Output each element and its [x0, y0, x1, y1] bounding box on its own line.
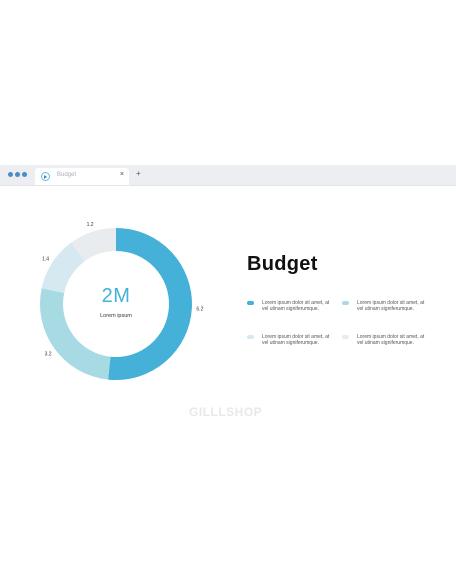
legend-swatch-3 — [247, 335, 254, 339]
tab-title: Budget — [57, 172, 77, 178]
new-tab-button[interactable]: + — [136, 169, 141, 178]
window-dot-2[interactable] — [15, 172, 20, 177]
window-dot-1[interactable] — [8, 172, 13, 177]
center-label: Lorem ipsum — [100, 313, 132, 319]
donut-slice-2 — [40, 288, 111, 380]
slice-value-label-3: 1.4 — [42, 256, 49, 262]
donut-slice-4 — [71, 228, 116, 262]
donut-chart: 6.2 3.2 1.4 1.2 2M Lorem ipsum — [0, 185, 240, 405]
donut-slice-3 — [41, 242, 85, 293]
page-title: Budget — [247, 253, 318, 275]
legend-text-2: Lorem ipsum dolor sit amet, at vel utina… — [357, 300, 425, 312]
donut-slice-1 — [108, 228, 193, 380]
watermark: GILLLSHOP — [189, 405, 263, 419]
window-dot-3[interactable] — [22, 172, 27, 177]
center-value: 2M — [101, 285, 131, 307]
browser-tab[interactable]: Budget × — [35, 168, 129, 185]
close-icon[interactable]: × — [119, 171, 124, 178]
slice-value-label-2: 3.2 — [45, 351, 52, 357]
window-controls — [8, 172, 27, 177]
slice-value-label-4: 1.2 — [87, 222, 94, 228]
legend-swatch-4 — [342, 335, 349, 339]
donut-chart-svg: 6.2 3.2 1.4 1.2 — [40, 222, 204, 380]
legend-swatch-2 — [342, 301, 349, 305]
browser-toolbar: Budget × + — [0, 165, 456, 186]
legend-text-3: Lorem ipsum dolor sit amet, at vel utina… — [262, 334, 330, 346]
legend-text-4: Lorem ipsum dolor sit amet, at vel utina… — [357, 334, 425, 346]
slice-value-label-1: 6.2 — [196, 306, 203, 312]
legend-swatch-1 — [247, 301, 254, 305]
cursor-icon — [41, 172, 50, 181]
legend-text-1: Lorem ipsum dolor sit amet, at vel utina… — [262, 300, 330, 312]
